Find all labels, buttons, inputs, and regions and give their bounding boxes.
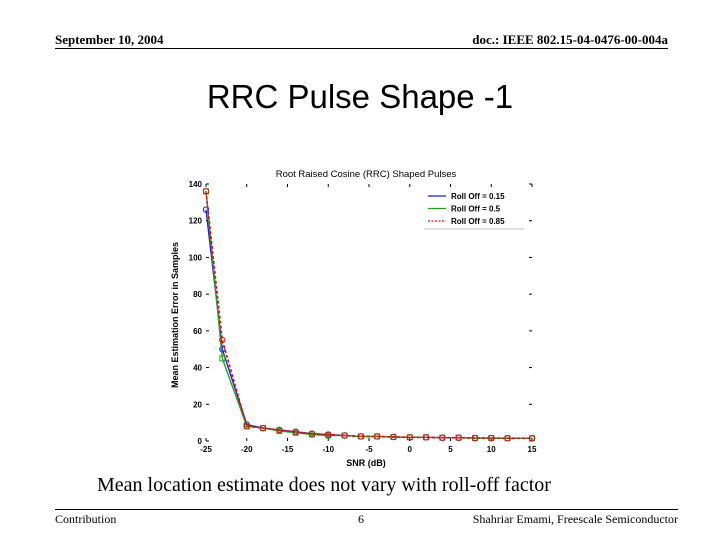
- data-point: [202, 188, 210, 195]
- x-tick-label: 15: [528, 445, 537, 454]
- series-3: [202, 188, 536, 442]
- data-point: [488, 434, 495, 442]
- x-tick-label: -10: [322, 445, 334, 454]
- data-point: [357, 433, 365, 440]
- data-point: [259, 424, 267, 432]
- legend-label: Roll Off = 0.85: [451, 217, 505, 226]
- chart-y-axis-label: Mean Estimation Error in Samples: [170, 242, 180, 388]
- y-tick-label: 0: [198, 437, 203, 446]
- data-point: [504, 435, 511, 442]
- data-point: [219, 336, 226, 344]
- x-tick-label: -25: [200, 445, 212, 454]
- data-point: [471, 434, 479, 442]
- data-point: [528, 435, 536, 442]
- data-point: [219, 355, 226, 362]
- y-tick-label: 60: [193, 327, 202, 336]
- data-point: [325, 431, 332, 438]
- footer-contribution: Contribution: [55, 512, 117, 526]
- footer-page-number: 6: [358, 512, 364, 526]
- y-tick-label: 80: [193, 290, 202, 299]
- data-point: [455, 434, 462, 441]
- x-tick-label: 5: [448, 445, 453, 454]
- chart-series: [202, 188, 536, 442]
- chart-legend: Roll Off = 0.15 Roll Off = 0.5 Roll Off = …: [424, 189, 524, 230]
- header-date: September 10, 2004: [55, 32, 164, 47]
- y-tick-label: 100: [189, 253, 203, 262]
- legend-label: Roll Off = 0.15: [451, 192, 505, 201]
- data-point: [292, 428, 299, 436]
- x-tick-label: -5: [365, 445, 373, 454]
- x-tick-label: -15: [282, 445, 294, 454]
- series-1: [202, 206, 536, 442]
- y-tick-label: 20: [193, 400, 202, 409]
- y-tick-label: 40: [193, 364, 202, 373]
- chart-x-axis-label: SNR (dB): [346, 458, 386, 468]
- legend-label: Roll Off = 0.5: [451, 205, 501, 214]
- data-point: [243, 423, 250, 430]
- data-point: [390, 433, 397, 441]
- data-point: [202, 206, 210, 213]
- data-point: [341, 432, 348, 439]
- data-point: [308, 430, 316, 437]
- data-point: [276, 426, 283, 434]
- series-line: [205, 209, 532, 439]
- header-doc-id: doc.: IEEE 802.15-04-0476-00-004a: [472, 32, 668, 47]
- footer-divider: [55, 509, 678, 510]
- x-tick-label: -20: [241, 445, 253, 454]
- x-tick-label: 0: [408, 445, 413, 454]
- slide-title: RRC Pulse Shape -1: [206, 78, 514, 115]
- slide-caption: Mean location estimate does not vary wit…: [97, 474, 551, 496]
- chart-title: Root Raised Cosine (RRC) Shaped Pulses: [276, 169, 457, 180]
- data-point: [373, 433, 381, 440]
- footer-author: Shahriar Emami, Freescale Semiconductor: [472, 512, 678, 526]
- x-tick-label: 10: [487, 445, 496, 454]
- data-point: [439, 434, 446, 441]
- data-point: [422, 434, 430, 441]
- header-divider: [55, 48, 668, 49]
- chart-axes: 0 20 40 60 80 100 120 140 -25 -20 -15 -10 -5 0 5 10 15: [189, 180, 537, 454]
- y-tick-label: 140: [189, 180, 203, 189]
- y-tick-label: 120: [189, 217, 203, 226]
- data-point: [406, 434, 413, 441]
